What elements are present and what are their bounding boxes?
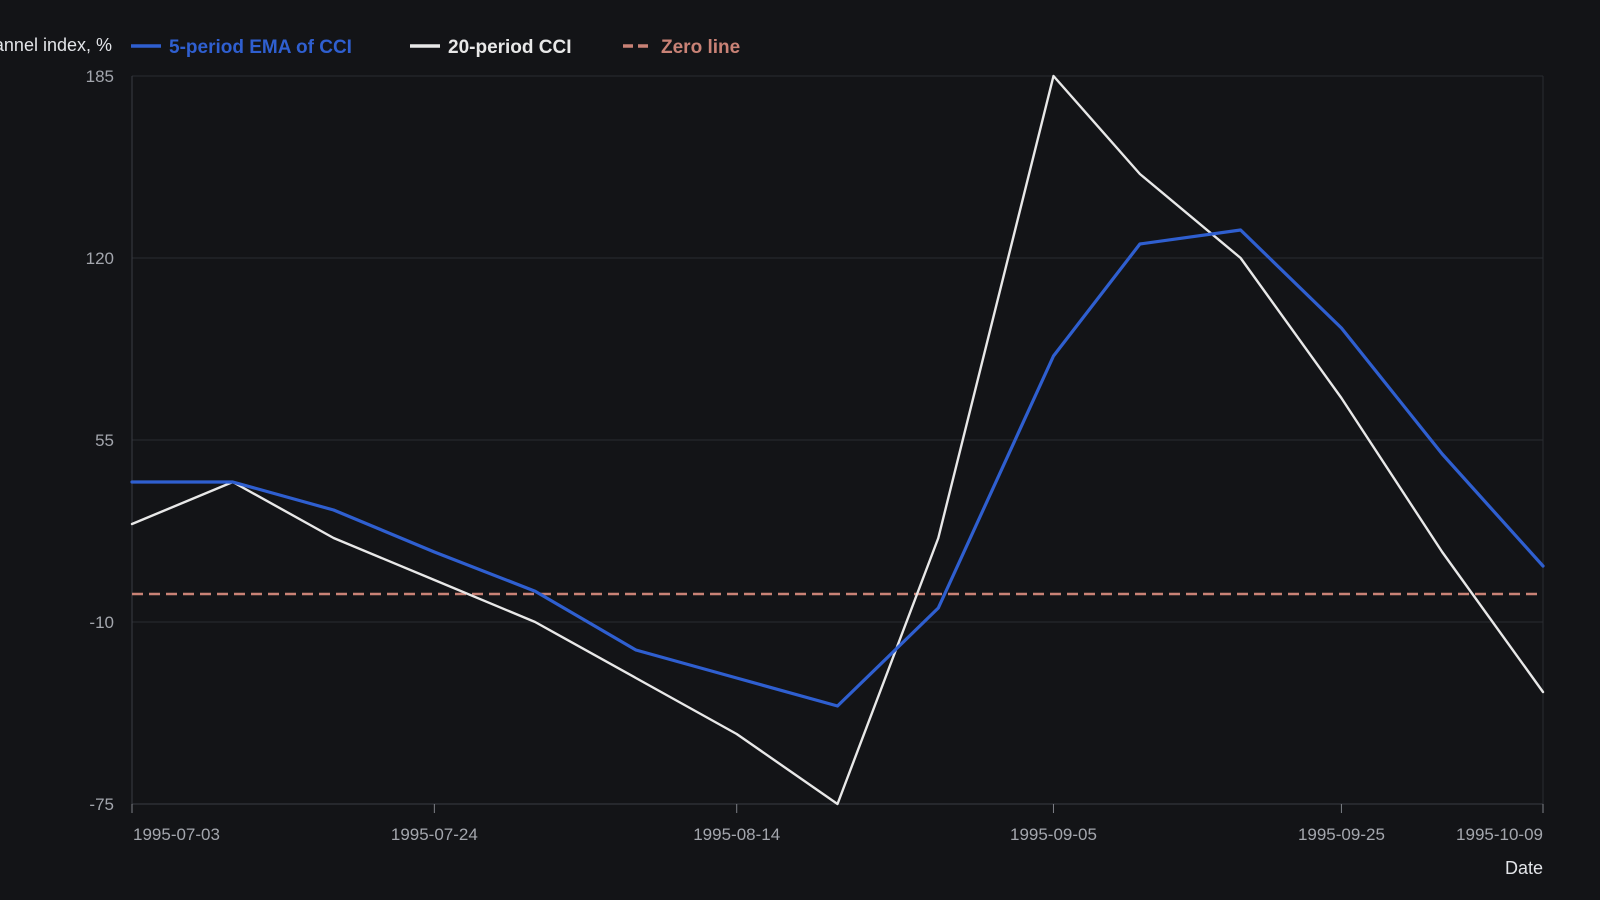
x-tick-label: 1995-09-25	[1298, 825, 1385, 844]
y-tick-label: 120	[86, 249, 114, 268]
y-tick-label: -10	[89, 613, 114, 632]
series-line-20-period-cci	[130, 74, 1545, 806]
x-tick-label: 1995-08-14	[693, 825, 780, 844]
x-tick-label: 1995-10-09	[1456, 825, 1543, 844]
legend-label-zero-line: Zero line	[661, 37, 740, 58]
legend-label-5-period-ema-of-cci: 5-period EMA of CCI	[169, 37, 352, 58]
series-layer	[130, 74, 1545, 806]
y-tick-label: -75	[89, 795, 114, 814]
x-tick-label: 1995-07-03	[133, 825, 220, 844]
y-tick-label: 185	[86, 67, 114, 86]
y-axis-ticks: 185 120 55 -10 -75	[86, 67, 114, 814]
x-axis-ticks: 1995-07-03 1995-07-24 1995-08-14 1995-09-05…	[131, 804, 1544, 844]
series-line-5-period-ema-of-cci	[130, 228, 1545, 708]
legend: 5-period EMA of CCI 20-period CCI Zero lin…	[131, 37, 740, 58]
x-tick-label: 1995-09-05	[1010, 825, 1097, 844]
y-tick-label: 55	[95, 431, 114, 450]
grid-lines	[132, 75, 1543, 623]
y-axis-title: Commodity channel index, %	[0, 35, 112, 55]
legend-label-20-period-cci: 20-period CCI	[448, 37, 572, 58]
x-tick-label: 1995-07-24	[391, 825, 478, 844]
x-axis-title: Date	[1505, 858, 1543, 878]
